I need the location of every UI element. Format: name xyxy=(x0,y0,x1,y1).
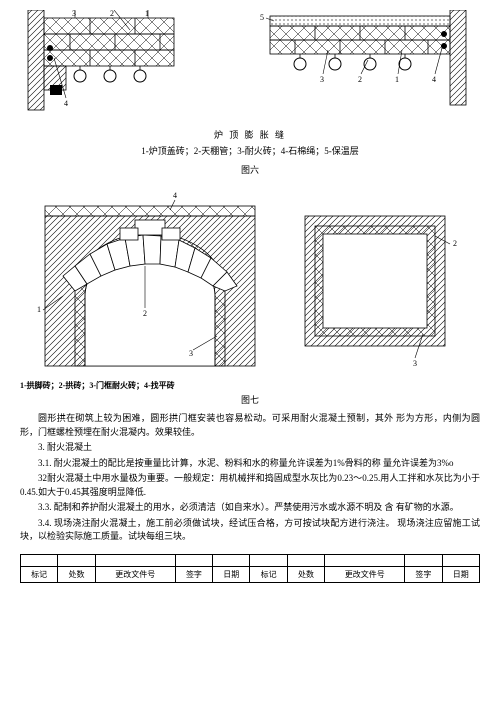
svg-text:4: 4 xyxy=(173,191,177,200)
svg-text:4: 4 xyxy=(432,75,436,84)
table-row xyxy=(21,554,480,566)
fig7-left-svg: 4 1 2 3 xyxy=(35,186,265,376)
fig6-left-svg: 3 2 1 4 xyxy=(20,10,230,120)
para-3-1: 3.1. 耐火混凝土的配比是按重量比计算，水泥、粉料和水的称量允许误差为1%骨料… xyxy=(20,457,480,471)
revision-table: 标记 处数 更改文件号 签字 日期 标记 处数 更改文件号 签字 日期 xyxy=(20,554,480,583)
figure-seven: 4 1 2 3 2 3 xyxy=(20,186,480,376)
table-header: 日期 xyxy=(213,566,250,582)
fig6-label: 图六 xyxy=(20,163,480,176)
para-intro: 圆形拱在砌筑上较为困难，圆形拱门框安装也容易松动。可采用耐火混凝土预制，其外 形… xyxy=(20,412,480,439)
svg-text:5: 5 xyxy=(260,13,264,22)
table-header-row: 标记 处数 更改文件号 签字 日期 标记 处数 更改文件号 签字 日期 xyxy=(21,566,480,582)
table-header: 更改文件号 xyxy=(95,566,175,582)
fig7-label: 图七 xyxy=(20,393,480,406)
svg-text:2: 2 xyxy=(110,10,114,18)
figure-six: 3 2 1 4 xyxy=(20,10,480,120)
table-header: 标记 xyxy=(21,566,58,582)
fig7-legend: 1-拱脚砖；2-拱砖；3-门框耐火砖；4-找平砖 xyxy=(20,380,480,391)
svg-text:3: 3 xyxy=(189,349,193,358)
table-header: 签字 xyxy=(175,566,212,582)
svg-text:1: 1 xyxy=(37,305,41,314)
fig6-right-svg: 5 3 2 1 4 xyxy=(250,10,480,120)
svg-text:1: 1 xyxy=(395,75,399,84)
svg-text:3: 3 xyxy=(413,359,417,368)
fig7-right-svg: 2 3 xyxy=(295,206,465,376)
svg-text:2: 2 xyxy=(453,239,457,248)
table-header: 日期 xyxy=(442,566,479,582)
fig6-caption: 炉 顶 膨 胀 缝 xyxy=(20,128,480,142)
table-header: 标记 xyxy=(250,566,287,582)
svg-text:3: 3 xyxy=(320,75,324,84)
table-header: 更改文件号 xyxy=(325,566,405,582)
svg-text:3: 3 xyxy=(72,10,76,18)
table-header: 处数 xyxy=(287,566,324,582)
svg-text:4: 4 xyxy=(64,99,68,108)
table-header: 处数 xyxy=(58,566,95,582)
svg-text:2: 2 xyxy=(143,309,147,318)
para-3-2: 32耐火混凝土中用水量极为重要。一般规定：用机械拌和捣固成型水灰比为0.23～0… xyxy=(20,472,480,499)
table-header: 签字 xyxy=(405,566,442,582)
fig6-legend: 1-炉顶盖砖；2-天棚管；3-耐火砖；4-石棉绳；5-保温层 xyxy=(20,144,480,157)
para-3-3: 3.3. 配制和养护耐火混凝土的用水，必须清洁（如自来水）。严禁使用污水或水源不… xyxy=(20,501,480,515)
svg-text:1: 1 xyxy=(145,10,149,18)
svg-text:2: 2 xyxy=(358,75,362,84)
heading-3: 3. 耐火混凝土 xyxy=(20,441,480,455)
body-text: 圆形拱在砌筑上较为困难，圆形拱门框安装也容易松动。可采用耐火混凝土预制，其外 形… xyxy=(20,412,480,544)
para-3-4: 3.4. 现场浇注耐火混凝土，施工前必须做试块，经试压合格，方可按试块配方进行浇… xyxy=(20,517,480,544)
